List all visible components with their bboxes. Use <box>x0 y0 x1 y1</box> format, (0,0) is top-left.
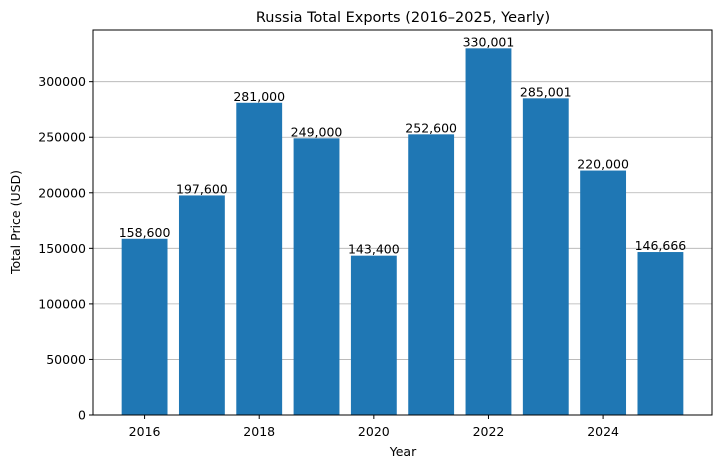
x-tick-label: 2016 <box>129 424 161 439</box>
bar <box>465 48 512 416</box>
x-axis-label: Year <box>389 444 417 459</box>
y-tick-label: 300000 <box>38 74 86 89</box>
bar <box>121 238 168 415</box>
bars <box>121 48 684 416</box>
bar <box>580 170 627 415</box>
bar <box>350 255 397 415</box>
bar-value-label: 220,000 <box>577 157 629 172</box>
bar <box>408 134 455 416</box>
bar <box>637 252 684 415</box>
y-tick-label: 50000 <box>46 352 86 367</box>
x-tick-label: 2022 <box>473 424 505 439</box>
plot-frame <box>92 29 713 416</box>
x-tick-label: 2018 <box>243 424 275 439</box>
data-labels: 158,600 197,600 281,000 249,000 143,400 252,6… <box>119 34 687 256</box>
bar <box>522 98 569 416</box>
bar <box>236 102 283 416</box>
bar-value-label: 146,666 <box>635 238 687 253</box>
y-tick-label: 250000 <box>38 130 86 145</box>
bar-value-label: 143,400 <box>348 242 400 257</box>
y-tick-label: 200000 <box>38 185 86 200</box>
x-tick-label: 2020 <box>358 424 390 439</box>
bar <box>178 195 225 415</box>
y-axis-ticks: 0 50000 100000 150000 200000 250000 300000 <box>38 74 93 423</box>
x-axis-ticks: 2016 2018 2020 2022 2024 <box>129 415 619 439</box>
bar <box>293 138 340 416</box>
bar-value-label: 285,001 <box>520 84 572 99</box>
bar-value-label: 249,000 <box>291 124 343 139</box>
bar-value-label: 197,600 <box>176 181 228 196</box>
bar-value-label: 252,600 <box>405 120 457 135</box>
bar-value-label: 158,600 <box>119 225 171 240</box>
bar-value-label: 281,000 <box>233 89 285 104</box>
y-tick-label: 0 <box>78 408 86 423</box>
y-tick-label: 100000 <box>38 296 86 311</box>
bar-value-label: 330,001 <box>463 34 515 49</box>
y-axis-label: Total Price (USD) <box>8 170 23 275</box>
x-tick-label: 2024 <box>587 424 619 439</box>
chart-title: Russia Total Exports (2016–2025, Yearly) <box>256 10 550 26</box>
y-tick-label: 150000 <box>38 241 86 256</box>
